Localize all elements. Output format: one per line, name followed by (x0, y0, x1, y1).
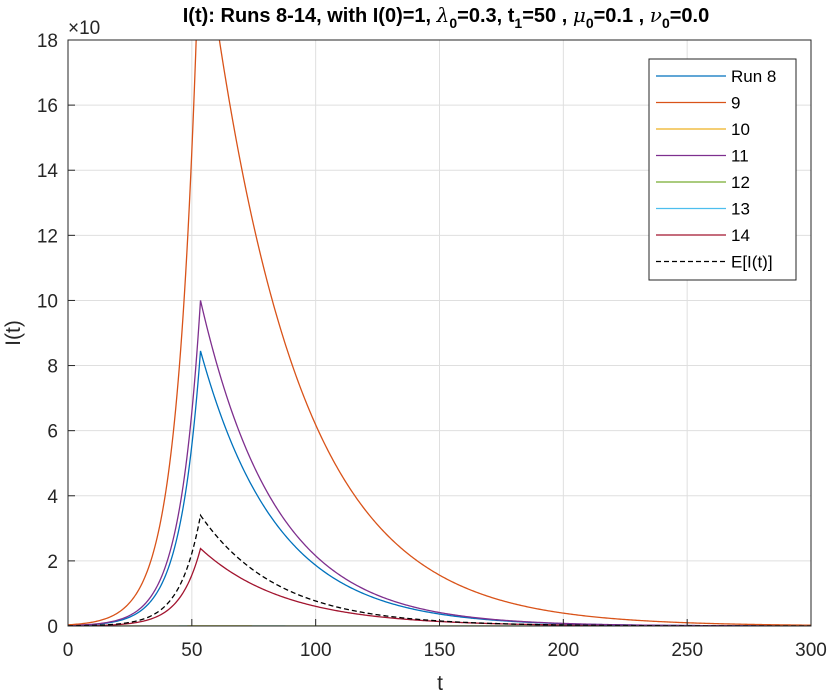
legend-box (648, 58, 797, 281)
legend-label: Run 8 (731, 67, 776, 86)
y-tick-label: 0 (47, 617, 58, 638)
y-tick-label: 8 (47, 357, 58, 378)
legend-label: 10 (731, 120, 750, 139)
legend-label: 12 (731, 173, 750, 192)
x-tick-label: 250 (671, 640, 703, 661)
legend-label: 11 (731, 147, 749, 166)
y-tick-label: 18 (37, 31, 58, 52)
legend-label: 14 (731, 226, 750, 245)
legend: Run 8 9 10 11 12 13 14 E[I(t)] (648, 58, 797, 281)
y-axis-label: I(t) (2, 320, 25, 346)
y-tick-label: 16 (37, 96, 58, 117)
x-axis-label: t (437, 672, 443, 693)
x-tick-label: 300 (795, 640, 827, 661)
x-tick-label: 100 (300, 640, 332, 661)
y-tick-label: 2 (47, 552, 58, 573)
y-tick-label: 14 (37, 161, 59, 182)
x-tick-label: 200 (547, 640, 579, 661)
legend-label: 13 (731, 200, 750, 219)
chart-title: I(t): Runs 8-14, with I(0)=1, λ0=0.3, t1… (183, 3, 709, 31)
y-tick-label: 12 (37, 226, 58, 247)
y-tick-label: 6 (47, 422, 58, 443)
legend-label: E[I(t)] (731, 253, 773, 272)
x-tick-label: 50 (181, 640, 202, 661)
x-tick-label: 0 (63, 640, 74, 661)
y-tick-label: 4 (47, 487, 58, 508)
y-exponent-label: ×10 (68, 18, 100, 39)
axis-ticks: 0 50 100 150 200 250 300 0 2 4 6 8 10 12 14 16 18 (37, 31, 827, 661)
y-tick-label: 10 (37, 291, 58, 312)
legend-label: 9 (731, 94, 740, 113)
x-tick-label: 150 (424, 640, 456, 661)
